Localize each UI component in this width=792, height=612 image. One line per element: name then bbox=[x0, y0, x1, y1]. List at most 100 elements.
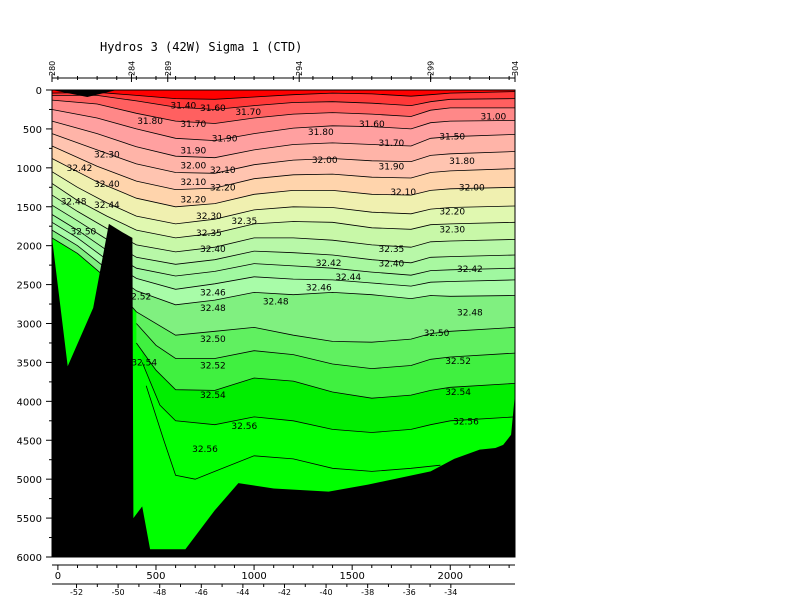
contour-label: 32.00 bbox=[459, 183, 485, 193]
distance-tick-label: 1500 bbox=[339, 571, 364, 582]
contour-label: 32.48 bbox=[61, 197, 87, 207]
band-31.40 bbox=[52, 90, 515, 100]
contour-32.35 bbox=[51, 183, 516, 239]
latitude-tick-label: -34 bbox=[444, 588, 457, 597]
contour-31.70 bbox=[51, 99, 515, 124]
contour-label: 32.40 bbox=[379, 260, 405, 270]
contour-label: 32.20 bbox=[180, 196, 206, 206]
depth-tick-label: 0 bbox=[36, 86, 42, 97]
distance-tick-label: 1000 bbox=[241, 571, 266, 582]
bathymetry bbox=[52, 90, 515, 557]
contour-label: 32.35 bbox=[379, 245, 405, 255]
contour-label: 32.54 bbox=[200, 391, 226, 401]
contour-label: 32.52 bbox=[200, 362, 226, 372]
distance-tick-label: 500 bbox=[146, 571, 165, 582]
distance-axis: 0 500 1000 1500 2000 bbox=[52, 564, 515, 582]
contour-label: 32.40 bbox=[200, 245, 226, 255]
contour-label: 32.46 bbox=[200, 288, 226, 298]
contour-label: 32.10 bbox=[180, 178, 206, 188]
contour-label: 32.44 bbox=[335, 273, 361, 283]
contour-label: 32.50 bbox=[200, 335, 226, 345]
contour-label: 32.56 bbox=[453, 418, 479, 428]
depth-tick-label: 3500 bbox=[17, 358, 42, 369]
contour-label: 32.35 bbox=[231, 217, 257, 227]
latitude-tick-label: -48 bbox=[153, 588, 166, 597]
isopycnal-contours bbox=[51, 91, 516, 480]
contour-label: 32.35 bbox=[196, 229, 222, 239]
contour-label: 31.60 bbox=[359, 120, 385, 130]
contour-label: 32.42 bbox=[67, 164, 93, 174]
depth-tick-label: 4000 bbox=[17, 397, 42, 408]
contour-label: 32.50 bbox=[424, 329, 450, 339]
contour-32.54 bbox=[136, 342, 516, 399]
contour-label: 32.30 bbox=[94, 151, 120, 161]
depth-tick-label: 1000 bbox=[17, 164, 42, 175]
depth-tick-label: 4500 bbox=[17, 436, 42, 447]
latitude-axis: -52 -50 -48 -46 -44 -42 -40 -38 -36 -34 bbox=[52, 583, 515, 597]
contour-label: 31.90 bbox=[212, 134, 238, 144]
contour-label: 32.48 bbox=[263, 298, 289, 308]
latitude-tick-label: -44 bbox=[236, 588, 249, 597]
contour-label: 31.70 bbox=[235, 108, 261, 118]
latitude-tick-label: -38 bbox=[361, 588, 374, 597]
contour-label: 32.10 bbox=[390, 188, 416, 198]
contour-label: 32.20 bbox=[210, 183, 236, 193]
contour-label: 32.48 bbox=[457, 309, 483, 319]
latitude-tick-label: -52 bbox=[70, 588, 83, 597]
contour-label: 31.80 bbox=[449, 157, 475, 167]
surface-black-wedge bbox=[52, 90, 117, 98]
latitude-tick-label: -50 bbox=[112, 588, 125, 597]
station-label: 304 bbox=[511, 61, 520, 76]
contour-label: 31.60 bbox=[200, 104, 226, 114]
contour-label: 32.56 bbox=[231, 422, 257, 432]
depth-tick-label: 500 bbox=[23, 125, 42, 136]
depth-tick-label: 2000 bbox=[17, 242, 42, 253]
contour-31.80 bbox=[51, 109, 516, 142]
distance-tick-label: 2000 bbox=[438, 571, 463, 582]
depth-axis: 0 500 1000 1500 2000 2500 3000 3500 4000 4500 5000… bbox=[17, 86, 52, 564]
contour-label: 32.46 bbox=[306, 284, 332, 294]
depth-tick-label: 5500 bbox=[17, 514, 42, 525]
contour-label: 32.54 bbox=[445, 388, 471, 398]
contour-32.58 bbox=[145, 385, 441, 480]
contour-label: 31.40 bbox=[171, 102, 197, 112]
latitude-tick-label: -40 bbox=[320, 588, 333, 597]
distance-tick-label: 0 bbox=[55, 571, 61, 582]
contour-32.52 bbox=[136, 323, 516, 370]
contour-31.60 bbox=[52, 95, 516, 110]
seafloor bbox=[52, 223, 515, 557]
station-label: 289 bbox=[164, 61, 173, 76]
contour-label: 32.40 bbox=[94, 180, 120, 190]
contour-label: 32.30 bbox=[196, 212, 222, 222]
contour-32.56 bbox=[141, 362, 516, 433]
station-label: 294 bbox=[295, 61, 304, 76]
depth-tick-label: 2500 bbox=[17, 281, 42, 292]
contour-label: 32.52 bbox=[125, 292, 151, 302]
contour-32.20 bbox=[51, 158, 516, 208]
contour-31.90 bbox=[51, 120, 516, 159]
contour-label: 32.48 bbox=[200, 304, 226, 314]
station-label: 299 bbox=[427, 61, 436, 76]
contour-label: 31.50 bbox=[439, 133, 465, 143]
contour-label: 32.56 bbox=[192, 445, 218, 455]
contour-32.10 bbox=[51, 145, 516, 191]
contour-label: 32.44 bbox=[94, 201, 120, 211]
contour-32.30 bbox=[51, 171, 516, 225]
depth-tick-label: 6000 bbox=[17, 553, 42, 564]
contour-label: 32.42 bbox=[457, 265, 483, 275]
chart-title: Hydros 3 (42W) Sigma 1 (CTD) bbox=[100, 40, 302, 54]
station-label: 284 bbox=[128, 61, 137, 76]
station-axis: 280 284 289 294 299 304 bbox=[48, 61, 520, 82]
contour-label: 31.90 bbox=[180, 147, 206, 157]
contour-label: 32.50 bbox=[71, 228, 97, 238]
station-label: 280 bbox=[48, 61, 57, 76]
contour-32.00 bbox=[51, 133, 516, 174]
contour-label: 32.52 bbox=[445, 357, 471, 367]
contour-label: 31.00 bbox=[481, 113, 507, 123]
depth-tick-label: 5000 bbox=[17, 475, 42, 486]
contour-label: 32.00 bbox=[312, 156, 338, 166]
contour-label: 32.54 bbox=[131, 358, 157, 368]
contour-label: 32.30 bbox=[439, 225, 465, 235]
